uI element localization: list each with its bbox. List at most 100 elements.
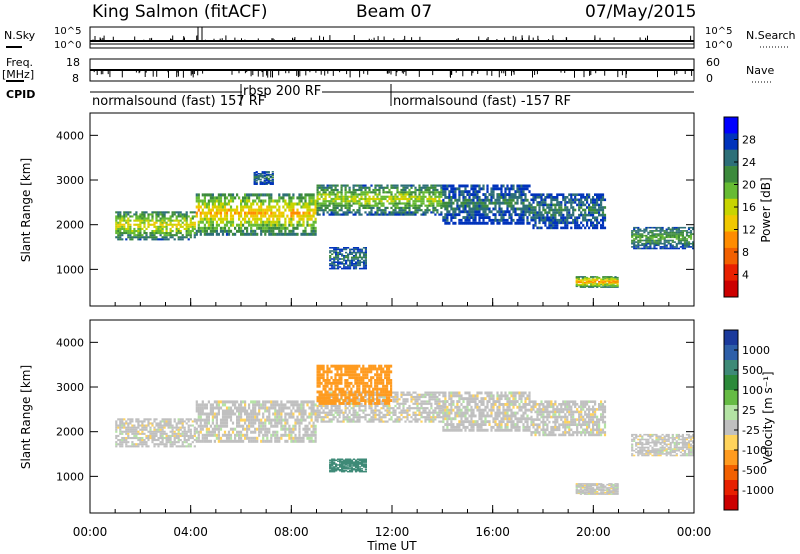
echo-cell — [378, 188, 381, 192]
echo-cell — [133, 230, 136, 233]
echo-cell — [337, 247, 340, 249]
echo-cell — [242, 406, 245, 410]
echo-cell — [659, 246, 662, 248]
colorbar-tick-label: 16 — [742, 201, 756, 214]
echo-cell — [203, 193, 206, 197]
echo-cell — [604, 282, 607, 284]
echo-cell — [504, 201, 507, 205]
echo-cell — [330, 186, 333, 189]
echo-cell — [542, 206, 545, 209]
echo-cell — [651, 247, 654, 250]
echo-cell — [336, 204, 339, 207]
echo-cell — [661, 234, 664, 237]
echo-cell — [424, 213, 427, 216]
echo-cell — [304, 427, 307, 431]
echo-cell — [382, 204, 385, 207]
echo-cell — [332, 184, 335, 187]
echo-cell — [364, 416, 367, 419]
echo-cell — [310, 196, 313, 200]
echo-cell — [127, 211, 130, 214]
echo-cell — [197, 229, 200, 233]
echo-cell — [292, 439, 295, 443]
echo-cell — [127, 432, 130, 435]
echo-cell — [250, 205, 253, 209]
echo-cell — [115, 420, 118, 423]
echo-cell — [643, 239, 646, 242]
echo-cell — [382, 416, 385, 419]
echo-cell — [554, 211, 557, 214]
echo-cell — [586, 213, 589, 217]
echo-cell — [576, 218, 579, 222]
echo-cell — [522, 201, 525, 205]
echo-cell — [197, 424, 200, 428]
echo-cell — [602, 283, 605, 285]
echo-cell — [428, 202, 431, 205]
colorbar-tick-label: 8 — [742, 246, 749, 259]
echo-cell — [131, 230, 134, 233]
echo-cell — [667, 239, 670, 242]
echo-cell — [380, 395, 383, 399]
echo-cell — [201, 424, 204, 428]
echo-cell — [386, 407, 389, 410]
echo-cell — [335, 261, 338, 263]
echo-cell — [344, 186, 347, 189]
echo-cell — [462, 193, 465, 196]
echo-cell — [155, 219, 158, 222]
echo-cell — [396, 391, 399, 394]
echo-cell — [600, 284, 603, 286]
echo-cell — [450, 184, 453, 188]
echo-cell — [362, 411, 365, 414]
echo-cell — [115, 434, 118, 437]
echo-cell — [127, 225, 130, 228]
echo-cell — [594, 280, 597, 283]
echo-cell — [574, 201, 577, 204]
echo-cell — [562, 226, 565, 230]
echo-cell — [183, 236, 186, 239]
echo-cell — [592, 206, 595, 209]
echo-cell — [260, 430, 263, 434]
echo-cell — [339, 258, 342, 260]
echo-cell — [234, 436, 237, 440]
echo-cell — [324, 420, 327, 423]
echo-cell — [215, 415, 218, 419]
echo-cell — [330, 191, 333, 194]
echo-cell — [328, 391, 331, 394]
echo-cell — [316, 209, 319, 212]
echo-cell — [450, 196, 453, 199]
echo-cell — [581, 280, 584, 282]
echo-cell — [335, 264, 338, 267]
echo-cell — [338, 404, 341, 408]
echo-cell — [635, 238, 638, 240]
echo-cell — [316, 420, 319, 423]
echo-cell — [265, 174, 268, 176]
echo-cell — [490, 221, 493, 225]
echo-cell — [657, 244, 660, 247]
echo-cell — [268, 196, 271, 200]
echo-cell — [470, 216, 473, 219]
echo-cell — [432, 193, 435, 196]
echo-cell — [538, 196, 541, 199]
echo-cell — [350, 407, 353, 410]
echo-cell — [324, 413, 327, 416]
echo-cell — [302, 205, 305, 209]
echo-cell — [554, 226, 557, 230]
echo-cell — [219, 196, 223, 200]
echo-cell — [508, 216, 511, 219]
echo-cell — [585, 280, 589, 282]
echo-cell — [145, 418, 148, 421]
echo-cell — [271, 181, 274, 184]
echo-cell — [344, 407, 347, 410]
echo-cell — [304, 211, 307, 215]
echo-cell — [193, 439, 196, 442]
echo-cell — [388, 188, 391, 192]
echo-cell — [528, 213, 531, 217]
echo-cell — [229, 436, 233, 440]
echo-cell — [564, 216, 567, 219]
echo-cell — [322, 404, 325, 408]
echo-cell — [219, 202, 223, 206]
echo-cell — [284, 418, 287, 422]
echo-cell — [534, 213, 537, 217]
echo-cell — [552, 196, 555, 199]
echo-cell — [161, 227, 164, 230]
echo-cell — [213, 211, 216, 215]
